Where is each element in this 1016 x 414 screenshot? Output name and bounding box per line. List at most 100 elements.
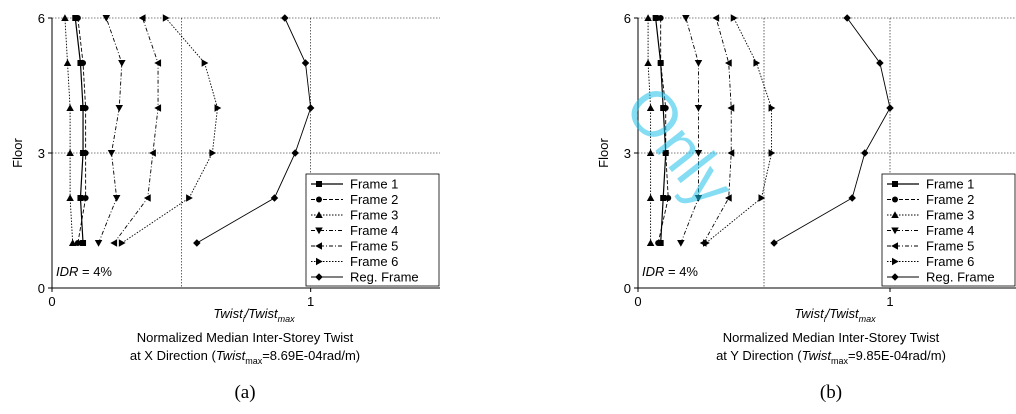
data-point [660,195,667,201]
data-point [652,15,659,21]
legend-entry: Frame 1 [311,177,398,192]
y-axis-label: Floor [596,138,611,168]
data-point [281,14,289,22]
data-point [665,195,672,201]
legend-marker [891,211,899,218]
data-point [301,59,310,67]
data-point [82,195,89,201]
legend-entry: Frame 5 [887,239,974,254]
legend-marker [892,196,898,203]
data-point [644,14,652,21]
data-point [770,239,778,247]
data-point [724,194,732,202]
legend-marker [892,257,899,266]
data-point [68,239,77,246]
data-point [214,104,222,112]
series-line [64,17,74,244]
series-reg-frame [770,14,894,247]
title-prefix: at X Direction ( [130,348,217,363]
data-point [66,104,74,111]
data-point [727,149,735,157]
data-point [703,239,710,247]
series-line [657,18,669,244]
data-point [712,14,720,22]
series-reg-frame [193,14,315,247]
series-line [647,18,652,243]
x-tick-label: 1 [307,294,314,309]
series-line [705,17,773,244]
data-point [657,60,664,66]
data-point [66,194,74,201]
data-point [655,240,662,246]
legend-label: Frame 6 [350,254,398,269]
series-line [121,17,219,244]
series-frame-6 [118,14,222,247]
legend-entry: Frame 4 [887,223,974,238]
legend-label: Frame 4 [350,223,398,238]
title-prefix: at Y Direction ( [716,348,802,363]
legend-label: Frame 3 [350,208,398,223]
data-point [848,194,856,202]
data-point [730,14,738,22]
data-point [657,15,664,21]
series-line [680,17,699,244]
series-line [113,17,159,244]
data-point [694,150,703,157]
legend-marker [316,181,322,187]
chart-title-line2: at X Direction (Twistmax=8.69E-04rad/m) [130,348,360,366]
data-point [270,194,279,202]
data-point [149,149,156,157]
x-label-den-sub: max [859,314,877,324]
x-label-den: /Twist [244,306,279,321]
data-point [677,240,685,247]
x-tick-label: 0 [48,294,55,309]
annotation-var: IDR [56,264,78,279]
series-line [98,17,123,244]
series-line [773,17,891,244]
x-label-main: Twist [213,306,244,321]
legend-marker [315,273,323,281]
legend-label: Reg. Frame [350,270,419,285]
legend-marker [315,227,323,235]
legend-label: Frame 2 [926,192,974,207]
data-point [118,239,126,247]
annotation-var: IDR [642,264,664,279]
legend-entry: Frame 3 [887,208,974,223]
series-line [77,17,87,244]
legend-label: Frame 1 [350,177,398,192]
data-point [694,105,703,112]
legend-marker [891,227,899,235]
legend-entry: Frame 4 [311,223,398,238]
data-point [306,104,315,112]
chart-title-line1: Normalized Median Inter-Storey Twist [137,330,354,345]
x-label-den-sub: max [278,314,296,324]
y-tick-label: 6 [38,11,45,26]
x-label-sub: i [243,314,246,324]
data-point [646,194,655,201]
idr-annotation: IDR = 4% [642,264,698,279]
data-point [82,150,89,156]
data-point [646,149,655,156]
data-point [138,14,146,22]
series-frame-4 [94,15,126,247]
data-point [61,14,69,21]
data-point [115,105,124,112]
data-point [162,14,170,22]
gridlines [638,17,1016,288]
legend-entry: Frame 2 [311,192,398,207]
data-point [646,239,655,246]
data-point [724,59,732,67]
data-point [768,149,776,157]
legend-entry: Reg. Frame [311,270,419,285]
legend-box [305,173,440,287]
legend-entry: Frame 6 [311,254,398,269]
legend-entry: Reg. Frame [887,270,995,285]
x-label-sub: i [824,314,827,324]
legend-marker [316,196,322,203]
chart-title-line1: Normalized Median Inter-Storey Twist [723,330,940,345]
series-frame-1 [72,15,87,246]
data-point [118,60,126,67]
annotation-value: = 4% [78,264,112,279]
